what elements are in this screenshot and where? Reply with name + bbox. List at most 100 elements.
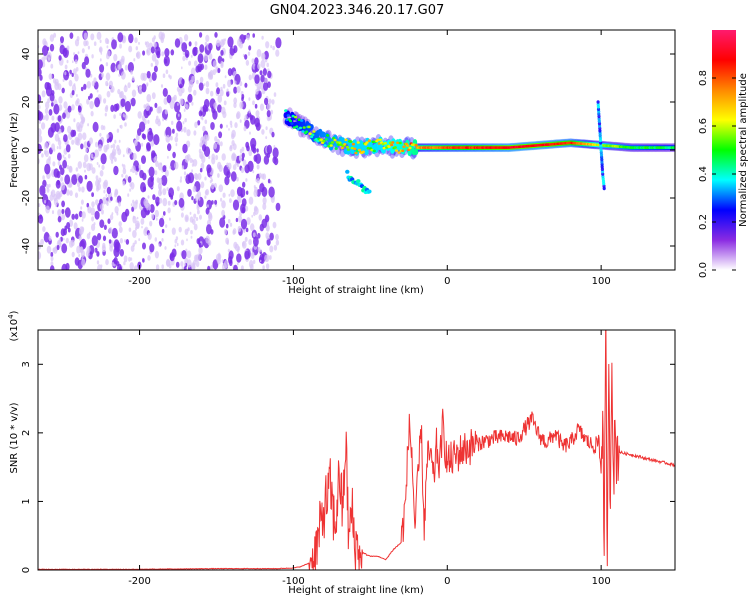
- signal-core: [391, 141, 395, 144]
- noise-blob: [89, 137, 93, 145]
- noise-blob: [152, 194, 156, 201]
- noise-blob: [220, 86, 223, 91]
- noise-blob: [246, 217, 251, 225]
- signal-body: [413, 149, 419, 155]
- noise-blob: [61, 243, 68, 254]
- signal-core: [294, 115, 298, 119]
- noise-blob: [208, 108, 211, 112]
- colorbar-tick-label: 0.2: [698, 214, 709, 230]
- noise-blob: [246, 34, 250, 41]
- x-tick-label: -100: [282, 576, 305, 587]
- noise-blob: [90, 153, 94, 159]
- noise-blob: [89, 100, 94, 110]
- noise-blob: [71, 104, 75, 111]
- noise-blob: [226, 88, 229, 93]
- signal-core: [311, 133, 315, 137]
- noise-blob: [189, 211, 192, 215]
- noise-blob: [262, 265, 265, 270]
- noise-blob: [201, 155, 206, 164]
- x-tick-label: -200: [128, 276, 151, 287]
- noise-blob: [90, 207, 96, 216]
- noise-blob: [232, 143, 237, 151]
- noise-blob: [165, 69, 169, 75]
- noise-blob: [91, 54, 94, 59]
- noise-blob: [250, 223, 255, 232]
- noise-blob: [128, 227, 132, 232]
- y-tick-label: 1: [21, 498, 32, 504]
- signal-core: [414, 143, 418, 147]
- noise-blob: [111, 151, 116, 160]
- signal-core: [302, 126, 306, 129]
- noise-blob: [262, 197, 267, 205]
- noise-blob: [138, 164, 141, 169]
- snr-xlabel: Height of straight line (km): [288, 585, 424, 596]
- noise-blob: [106, 186, 112, 195]
- noise-blob: [119, 91, 123, 99]
- noise-blob: [266, 62, 270, 68]
- noise-blob: [205, 188, 210, 196]
- noise-blob: [188, 41, 192, 47]
- snr-ylabel: SNR (10 * v/v): [9, 402, 20, 473]
- noise-blob: [147, 130, 154, 142]
- noise-blob: [61, 200, 65, 208]
- noise-blob: [38, 111, 44, 121]
- noise-blob: [64, 207, 71, 218]
- noise-blob: [164, 109, 168, 115]
- noise-blob: [91, 80, 95, 87]
- noise-blob: [109, 214, 114, 221]
- noise-blob: [42, 45, 49, 56]
- noise-blob: [233, 86, 238, 94]
- noise-blob: [69, 240, 74, 248]
- noise-blob: [139, 169, 145, 179]
- noise-blob: [248, 97, 251, 101]
- noise-blob: [108, 239, 112, 244]
- noise-blob: [38, 128, 42, 137]
- noise-blob: [154, 237, 157, 242]
- noise-blob: [156, 115, 159, 121]
- noise-blob: [101, 164, 105, 171]
- noise-blob: [113, 53, 118, 62]
- noise-blob: [249, 114, 253, 121]
- noise-blob: [115, 199, 118, 203]
- noise-blob: [162, 73, 166, 78]
- noise-blob: [87, 45, 90, 50]
- noise-blob: [86, 180, 93, 192]
- noise-blob: [142, 242, 146, 250]
- noise-blob: [57, 115, 62, 122]
- noise-blob: [245, 59, 250, 66]
- noise-blob: [263, 81, 269, 91]
- noise-blob: [120, 98, 126, 107]
- noise-blob: [103, 98, 107, 104]
- noise-blob: [186, 238, 188, 242]
- noise-blob: [249, 248, 252, 252]
- noise-blob: [105, 72, 111, 81]
- noise-blob: [146, 70, 151, 79]
- noise-blob: [164, 48, 170, 57]
- noise-blob: [51, 102, 54, 107]
- noise-blob: [130, 245, 135, 252]
- noise-blob: [83, 141, 88, 149]
- signal-core: [353, 147, 357, 151]
- noise-blob: [53, 246, 58, 254]
- noise-blob: [227, 68, 233, 77]
- colorbar-tick-label: 0.6: [698, 118, 709, 134]
- noise-blob: [64, 71, 67, 76]
- noise-blob: [98, 164, 101, 168]
- signal-core: [328, 142, 332, 145]
- noise-blob: [146, 49, 149, 53]
- noise-blob: [204, 119, 208, 125]
- noise-blob: [81, 186, 85, 193]
- noise-blob: [60, 228, 66, 237]
- noise-blob: [164, 246, 167, 250]
- noise-blob: [44, 142, 49, 150]
- noise-blob: [260, 59, 266, 68]
- noise-blob: [239, 119, 242, 123]
- noise-blob: [220, 49, 224, 56]
- noise-blob: [220, 197, 223, 202]
- noise-blob: [269, 245, 274, 253]
- noise-blob: [169, 75, 172, 80]
- noise-blob: [275, 239, 280, 246]
- signal-core: [322, 139, 326, 143]
